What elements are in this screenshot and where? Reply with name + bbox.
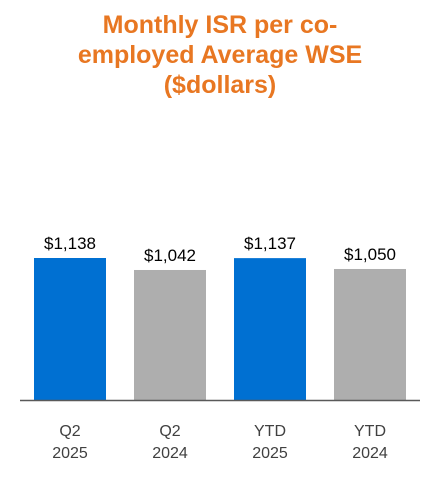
x-tick-label-3-line-1: YTD xyxy=(254,423,286,440)
x-tick-label-1-line-2: 2025 xyxy=(52,445,88,462)
data-labels-layer: $1,138 $1,042 $1,137 $1,050 xyxy=(44,234,396,265)
bars-layer xyxy=(34,258,406,400)
x-tick-label-4-line-2: 2024 xyxy=(352,445,388,462)
chart-title: Monthly ISR per co- employed Average WSE… xyxy=(0,10,440,100)
data-label-3: $1,137 xyxy=(244,234,296,253)
data-label-4: $1,050 xyxy=(344,245,396,264)
x-tick-label-3-line-2: 2025 xyxy=(252,445,288,462)
x-tick-labels-layer: Q2 2025 Q2 2024 YTD 2025 YTD 2024 xyxy=(52,423,388,462)
chart-title-line-1: Monthly ISR per co- xyxy=(102,11,338,39)
chart-title-line-3: ($dollars) xyxy=(163,71,277,99)
bar-2 xyxy=(134,269,206,400)
chart-title-line-2: employed Average WSE xyxy=(77,41,363,69)
data-label-1: $1,138 xyxy=(44,234,96,253)
bar-3 xyxy=(234,258,306,400)
bar-1 xyxy=(34,258,106,400)
x-tick-label-2-line-2: 2024 xyxy=(152,445,188,462)
x-tick-label-4-line-1: YTD xyxy=(354,423,386,440)
x-tick-label-2-line-1: Q2 xyxy=(159,423,180,440)
bar-4 xyxy=(334,268,406,400)
x-tick-label-1-line-1: Q2 xyxy=(59,423,80,440)
data-label-2: $1,042 xyxy=(144,246,196,265)
